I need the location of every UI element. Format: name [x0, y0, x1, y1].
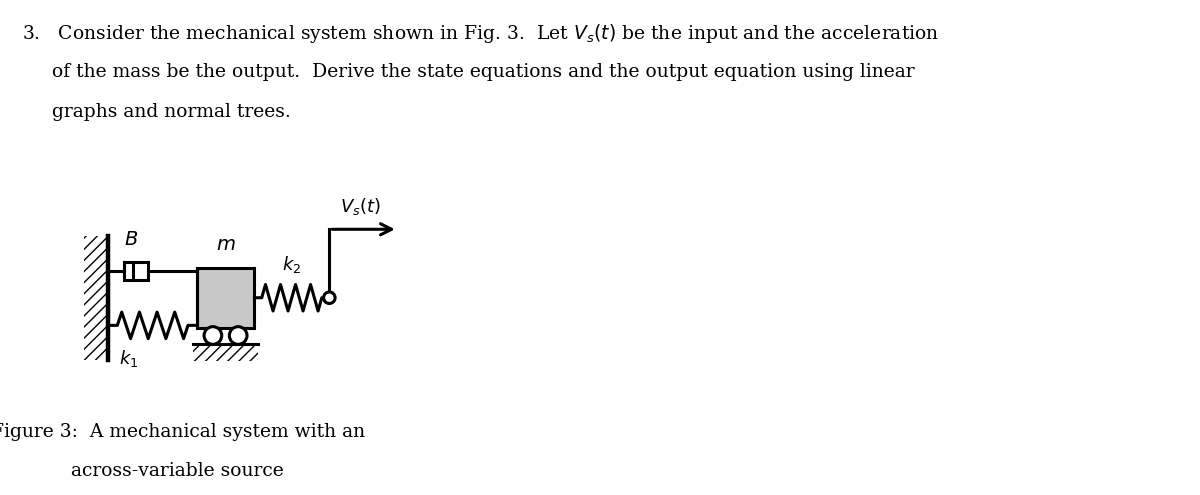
Bar: [124, 262, 149, 280]
Text: graphs and normal trees.: graphs and normal trees.: [22, 103, 290, 121]
Circle shape: [204, 327, 222, 345]
Text: $k_1$: $k_1$: [119, 348, 138, 369]
Text: Figure 3:  A mechanical system with an: Figure 3: A mechanical system with an: [0, 423, 365, 441]
Bar: [84, 236, 108, 360]
Text: 3.   Consider the mechanical system shown in Fig. 3.  Let $V_s(t)$ be the input : 3. Consider the mechanical system shown …: [22, 22, 940, 45]
Text: of the mass be the output.  Derive the state equations and the output equation u: of the mass be the output. Derive the st…: [22, 63, 914, 81]
Bar: [197, 268, 254, 328]
Text: $V_s(t)$: $V_s(t)$: [341, 196, 382, 217]
Text: $m$: $m$: [216, 236, 235, 254]
Text: $B$: $B$: [124, 231, 138, 249]
Text: $k_2$: $k_2$: [282, 254, 301, 275]
Circle shape: [229, 327, 247, 345]
Circle shape: [324, 292, 335, 303]
Bar: [193, 345, 258, 361]
Text: across-variable source: across-variable source: [71, 462, 284, 480]
